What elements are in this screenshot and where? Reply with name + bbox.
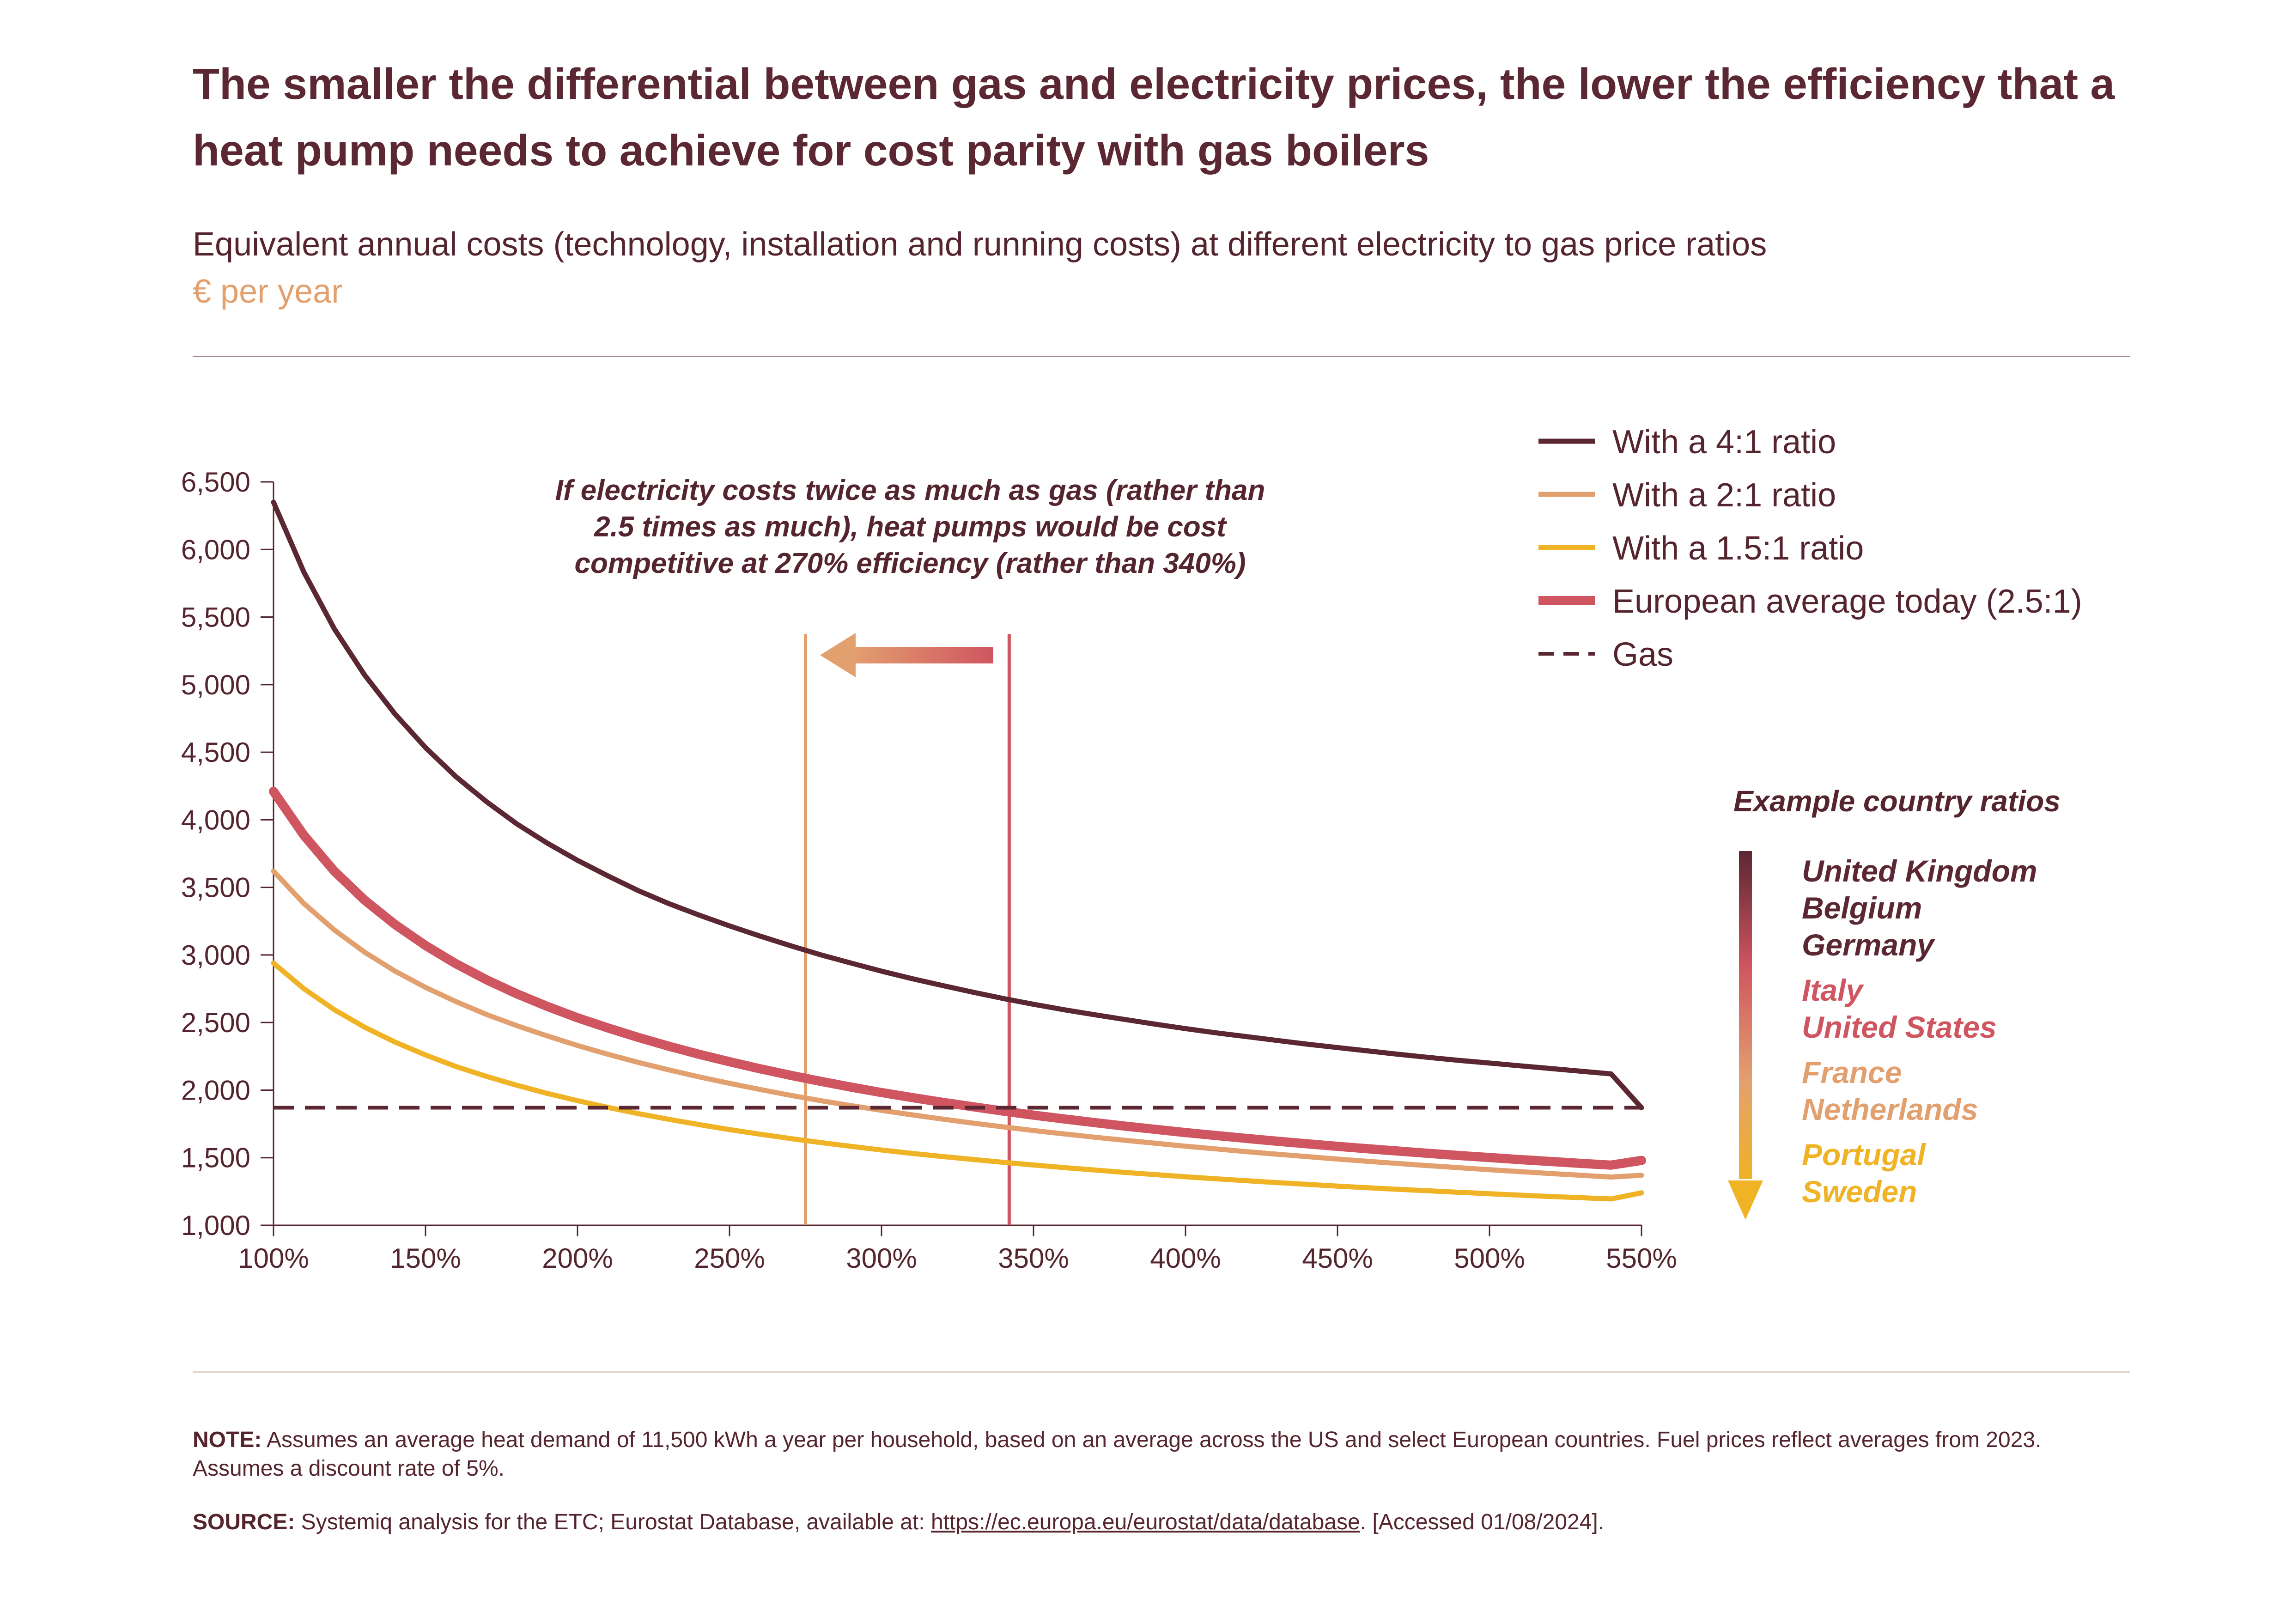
country-netherlands: Netherlands (1802, 1092, 1978, 1126)
x-tick-label: 350% (998, 1243, 1069, 1274)
country-italy: Italy (1802, 973, 1864, 1007)
legend-label-with-a-4-1-ratio: With a 4:1 ratio (1612, 424, 1836, 461)
annotation-line: competitive at 270% efficiency (rather t… (575, 547, 1246, 579)
y-tick-label: 1,000 (181, 1210, 250, 1241)
country-ratios-heading: Example country ratios (1733, 785, 2061, 818)
country-ratios: Example country ratios United KingdomBelg… (1728, 785, 2061, 1220)
x-tick-label: 400% (1150, 1243, 1221, 1274)
chart-annotation: If electricity costs twice as much as ga… (555, 474, 1265, 579)
legend-label-with-a-2-1-ratio: With a 2:1 ratio (1612, 477, 1836, 514)
country-united-kingdom: United Kingdom (1802, 854, 2037, 888)
y-tick-label: 4,500 (181, 737, 250, 768)
chart-legend: With a 4:1 ratio With a 2:1 ratio With a 1… (1538, 424, 2082, 673)
y-tick-label: 3,500 (181, 872, 250, 903)
y-tick-label: 2,000 (181, 1075, 250, 1106)
y-tick-label: 2,500 (181, 1007, 250, 1038)
x-tick-label: 100% (238, 1243, 309, 1274)
country-sweden: Sweden (1802, 1174, 1917, 1209)
source-label: SOURCE: (193, 1510, 295, 1534)
source-text: SOURCE: Systemiq analysis for the ETC; E… (193, 1508, 2133, 1537)
series-line-with-a-4-1-ratio (271, 499, 1644, 1110)
y-tick-label: 3,000 (181, 940, 250, 971)
top-divider (193, 356, 2130, 357)
note-body: Assumes an average heat demand of 11,500… (193, 1428, 2042, 1481)
source-tail: . [Accessed 01/08/2024]. (1360, 1510, 1605, 1534)
shift-arrow (820, 633, 993, 677)
chart-subtitle: Equivalent annual costs (technology, ins… (193, 226, 1767, 263)
x-tick-label: 200% (542, 1243, 613, 1274)
vertical-markers (804, 634, 1011, 1225)
country-portugal: Portugal (1802, 1137, 1926, 1172)
series-line-european-average-today-2-5-1 (269, 786, 1646, 1170)
y-tick-label: 6,000 (181, 534, 250, 565)
country-united-states: United States (1802, 1010, 1997, 1044)
legend-label-european-average-today-2-5-1: European average today (2.5:1) (1612, 583, 2082, 620)
source-link[interactable]: https://ec.europa.eu/eurostat/data/datab… (931, 1510, 1360, 1534)
series-line-with-a-2-1-ratio (271, 869, 1644, 1180)
chart-unit: € per year (193, 273, 343, 310)
x-tick-label: 150% (390, 1243, 461, 1274)
y-tick-label: 5,000 (181, 669, 250, 700)
country-belgium: Belgium (1802, 891, 1922, 925)
note-text: NOTE: Assumes an average heat demand of … (193, 1426, 2133, 1483)
x-tick-label: 500% (1454, 1243, 1525, 1274)
source-body: Systemiq analysis for the ETC; Eurostat … (295, 1510, 931, 1534)
arrow-down-icon (1728, 1180, 1763, 1220)
note-label: NOTE: (193, 1428, 262, 1452)
chart-axes: 1,000 1,500 2,000 2,500 3,000 3,500 4,000 4,500… (181, 467, 1677, 1274)
x-tick-label: 450% (1302, 1243, 1373, 1274)
y-tick-label: 1,500 (181, 1143, 250, 1174)
x-tick-label: 550% (1606, 1243, 1677, 1274)
x-tick-label: 250% (694, 1243, 765, 1274)
bottom-divider (193, 1371, 2130, 1373)
series-line-with-a-1-5-1-ratio (271, 961, 1644, 1202)
country-germany: Germany (1802, 928, 1935, 962)
y-tick-label: 6,500 (181, 467, 250, 498)
annotation-line: If electricity costs twice as much as ga… (555, 474, 1265, 506)
legend-label-gas: Gas (1612, 636, 1673, 673)
country-gradient-bar (1739, 851, 1752, 1179)
country-france: France (1802, 1055, 1902, 1089)
legend-label-with-a-1-5-1-ratio: With a 1.5:1 ratio (1612, 530, 1864, 567)
x-tick-label: 300% (846, 1243, 917, 1274)
y-tick-label: 4,000 (181, 804, 250, 835)
chart-series (269, 499, 1646, 1202)
y-tick-label: 5,500 (181, 602, 250, 633)
page-title: The smaller the differential between gas… (193, 60, 2115, 175)
annotation-line: 2.5 times as much), heat pumps would be … (594, 511, 1227, 543)
